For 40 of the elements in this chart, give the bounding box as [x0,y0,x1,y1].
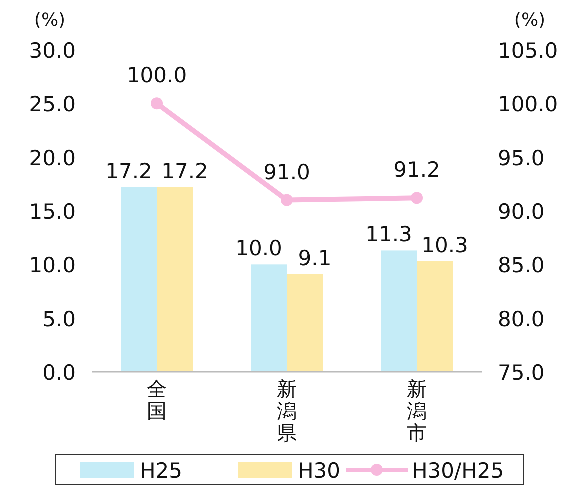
legend-label: H30 [298,459,341,483]
data-label: 17.2 [162,159,208,184]
y-tick-label: 10.0 [29,254,76,278]
y2-tick-label: 85.0 [498,254,545,278]
data-label: 17.2 [106,159,152,184]
y2-axis-title: (%) [514,10,546,31]
y2-tick-label: 100.0 [498,92,558,117]
y2-tick-label: 95.0 [498,146,545,170]
bar [121,187,157,372]
data-label: 10.3 [422,233,468,258]
data-label: 100.0 [126,64,188,88]
y-tick-label: 20.0 [29,146,76,170]
bar [381,250,417,372]
legend-label: H30/H25 [412,459,504,483]
y-axis-title: (%) [34,10,66,31]
data-label: 91.0 [264,160,310,184]
y2-tick-label: 105.0 [498,39,558,63]
bar [417,261,453,372]
y-tick-label: 15.0 [29,200,76,224]
bar [157,187,193,372]
data-label: 10.0 [236,236,282,261]
point [411,192,423,204]
legend-label: H25 [140,459,183,483]
point [151,98,163,110]
data-label: 9.1 [298,246,332,270]
y2-tick-label: 75.0 [498,361,545,385]
y-tick-label: 30.0 [29,39,76,63]
y-tick-label: 25.0 [29,92,76,117]
bar [251,264,287,372]
data-label: 11.3 [366,222,412,247]
x-tick-label: 全国 [147,377,167,423]
y-tick-label: 5.0 [42,307,76,332]
x-tick-label: 新潟市 [407,377,427,445]
bar [287,274,323,372]
x-tick-label: 新潟県 [277,377,297,445]
point [281,194,293,206]
data-label: 91.2 [394,158,440,182]
y2-tick-label: 90.0 [498,200,545,224]
y-tick-label: 0.0 [42,361,76,385]
y2-tick-label: 80.0 [498,307,545,332]
